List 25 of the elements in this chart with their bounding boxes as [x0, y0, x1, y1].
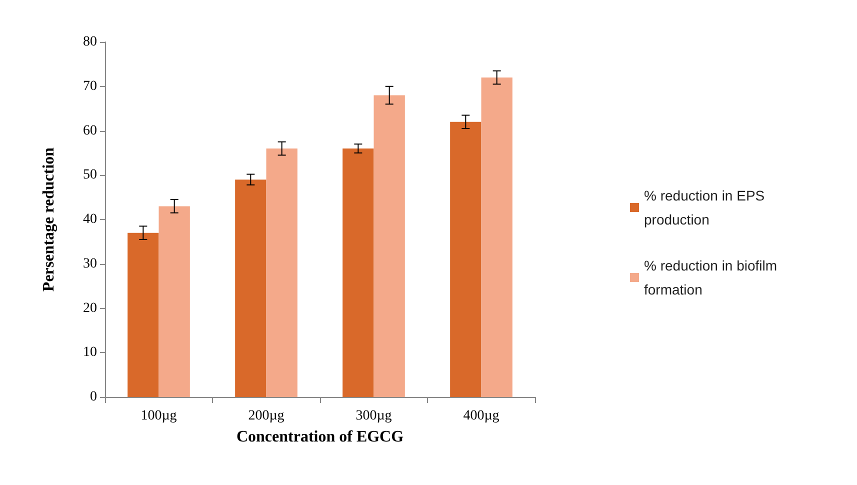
x-tick-label: 200µg — [248, 408, 284, 424]
y-tick-label: 60 — [83, 123, 97, 138]
y-axis-title: Persentage reduction — [40, 147, 58, 292]
bar — [342, 148, 374, 397]
y-tick-label: 10 — [83, 345, 97, 360]
y-tick-label: 20 — [83, 300, 97, 316]
bar — [266, 148, 298, 397]
y-tick-label: 50 — [83, 168, 97, 183]
y-tick-label: 0 — [90, 390, 97, 404]
x-tick-label: 100µg — [140, 408, 177, 424]
x-axis-title: Concentration of EGCG — [236, 428, 404, 446]
bar — [235, 180, 266, 397]
y-tick-label: 80 — [83, 34, 97, 50]
legend-label: % reduction in EPS production — [644, 188, 769, 228]
bar — [450, 122, 482, 397]
bar — [128, 232, 159, 397]
bar — [374, 95, 405, 397]
x-tick-label: 400µg — [463, 408, 500, 424]
legend-label: % reduction in biofilm formation — [644, 258, 781, 298]
bar — [481, 78, 512, 397]
y-tick-label: 70 — [83, 78, 97, 94]
y-tick-label: 40 — [83, 212, 97, 227]
x-tick-label: 300µg — [356, 408, 392, 424]
y-tick-label: 30 — [83, 256, 97, 272]
bar — [158, 206, 190, 397]
